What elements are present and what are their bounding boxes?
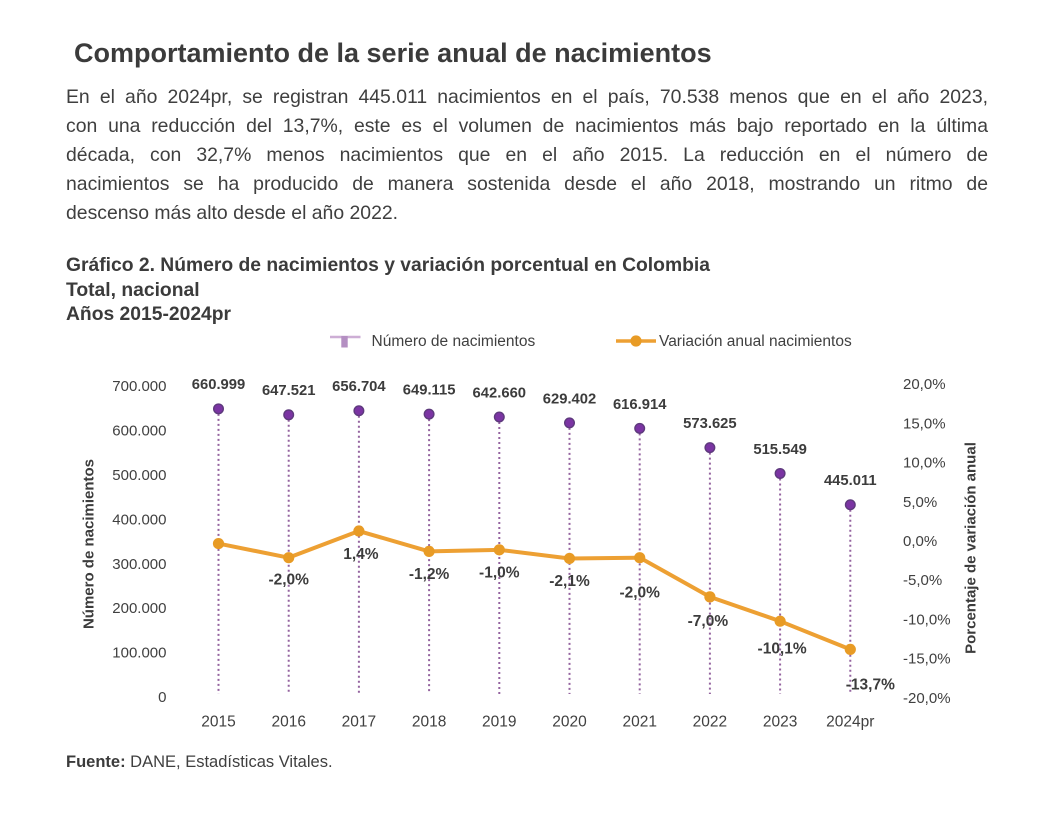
birth-dot [844,499,856,511]
intro-line: En el año 2024pr, se registran 445.011 n… [66,86,988,108]
birth-value-label: 616.914 [613,397,667,413]
left-axis-tick: 700.000 [112,378,166,395]
page-title: Comportamiento de la serie anual de naci… [74,38,712,68]
variation-marker [563,552,576,565]
intro-line: con una reducción del 13,7%, este es el … [66,115,988,137]
right-axis-tick: -5,0% [903,572,942,589]
birth-value-label: 573.625 [683,416,737,432]
left-axis-tick: 200.000 [112,600,166,617]
x-axis-label: 2021 [622,714,656,731]
birth-value-label: 656.704 [332,379,386,395]
x-axis-label: 2023 [763,714,797,731]
intro-line: década, con 32,7% menos nacimientos que … [66,144,988,166]
right-axis-tick: -10,0% [903,611,951,628]
variation-value-label: 1,4% [343,546,379,563]
x-axis-label: 2015 [201,714,235,731]
variation-value-label: -1,2% [409,566,450,583]
variation-marker [423,545,435,558]
chart-heading: Gráfico 2. Número de nacimientos y varia… [66,254,710,328]
right-axis-tick: 15,0% [903,415,946,432]
variation-marker [704,591,716,603]
left-axis-tick: 0 [158,689,166,706]
variation-marker [774,615,786,627]
left-axis-tick: 500.000 [112,467,166,484]
variation-marker [634,552,646,564]
x-axis-label: 2024pr [826,714,874,731]
left-axis-tick: 100.000 [112,645,166,662]
birth-dot [774,467,786,479]
birth-dot [564,417,576,429]
right-axis-tick: 10,0% [903,455,946,472]
left-axis-tick: 600.000 [112,423,166,440]
x-axis-label: 2017 [342,714,376,731]
x-axis-label: 2022 [693,714,727,731]
birth-dot [634,422,646,434]
birth-value-label: 649.115 [403,383,456,399]
variation-value-label: -2,0% [268,571,309,588]
source-label: Fuente: [66,753,126,771]
right-axis-tick: 0,0% [903,533,937,550]
variation-legend-label: Variación anual nacimientos [659,333,852,350]
variation-value-label: -1,0% [479,564,520,581]
variation-marker [844,643,856,656]
births-legend-icon-bar [341,336,348,348]
right-axis-tick: 5,0% [903,494,937,511]
x-axis-label: 2019 [482,714,516,731]
intro-line: descenso más alto desde el año 2022. [66,202,399,224]
birth-dot [212,403,224,415]
x-axis-label: 2018 [412,714,446,731]
right-axis-tick: -15,0% [903,651,951,668]
source-text: DANE, Estadísticas Vitales. [125,753,333,771]
right-axis-title: Porcentaje de variación anual [962,442,979,654]
birth-value-label: 660.999 [192,377,246,393]
variation-marker [353,525,365,537]
birth-value-label: 515.549 [753,442,807,458]
birth-value-label: 629.402 [543,391,597,407]
births-legend-label: Número de nacimientos [372,333,536,350]
variation-value-label: -2,0% [619,584,660,601]
variation-legend-icon-marker [630,335,642,347]
intro-line: nacimientos se ha producido de manera so… [66,173,988,195]
right-axis-tick: 20,0% [903,376,946,393]
variation-line [216,529,853,652]
birth-value-label: 647.521 [262,383,316,399]
birth-dot [704,442,716,454]
left-axis-tick: 400.000 [112,511,166,528]
birth-value-label: 445.011 [824,473,877,489]
x-axis-label: 2020 [552,714,587,731]
right-axis-tick: -20,0% [903,690,951,707]
birth-dot [353,405,365,417]
birth-dot [493,411,505,423]
birth-dot [283,409,295,421]
x-axis-label: 2016 [271,714,305,731]
source-note: Fuente: DANE, Estadísticas Vitales. [66,753,333,772]
intro-paragraph: En el año 2024pr, se registran 445.011 n… [66,83,988,228]
variation-value-label: -13,7% [846,677,895,694]
variation-value-label: -7,0% [688,613,729,630]
chart-subtitle: Total, nacional [66,279,200,301]
left-axis-tick: 300.000 [112,556,166,573]
left-axis-title: Número de nacimientos [80,459,97,629]
birth-dot [423,408,435,420]
variation-value-label: -10,1% [758,640,807,657]
chart-period: Años 2015-2024pr [66,304,232,325]
chart-title: Gráfico 2. Número de nacimientos y varia… [66,255,710,276]
variation-marker [283,552,295,564]
variation-marker [493,544,505,556]
variation-value-label: -2,1% [549,573,590,590]
variation-marker [212,537,225,550]
birth-value-label: 642.660 [473,385,527,401]
